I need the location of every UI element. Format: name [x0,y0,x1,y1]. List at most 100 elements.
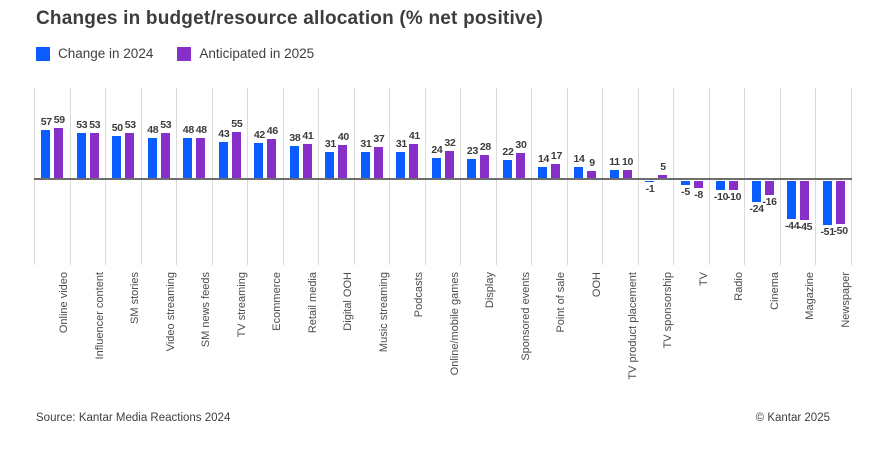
chart-column: 50 53 SM stories [105,88,141,324]
category-label: OOH [591,272,603,298]
value-label: -50 [833,225,848,237]
bar-anticipated-2025 [622,170,632,179]
value-label: 37 [373,133,385,146]
chart-column: 48 48 SM news feeds [176,88,212,347]
chart-column: 42 46 Ecommerce [247,88,283,331]
bar-change-2024 [609,169,619,179]
bar-change-2024 [112,136,122,179]
chart-column: -44 -45 Magazine [779,88,816,320]
category-label: Radio [733,272,746,301]
value-label: -10 [713,190,729,203]
bar-anticipated-2025 [764,181,774,195]
bar-change-2024 [538,166,548,179]
value-label: 17 [550,150,563,163]
category-label: TV [697,272,710,287]
chart-column: 31 37 Music streaming [353,88,390,352]
bar-change-2024 [467,159,477,179]
chart-column: 31 40 Digital OOH [318,88,354,331]
chart-column: 14 17 Point of sale [531,88,567,333]
chart-column: 24 32 Online/mobile games [424,88,461,375]
value-label: 59 [53,114,65,127]
value-label: 42 [253,128,265,141]
bar-anticipated-2025 [302,143,312,179]
legend-item-2024: Change in 2024 [36,46,153,61]
value-label: 53 [160,119,172,132]
zero-axis-line [34,178,852,180]
bar-change-2024 [787,181,797,219]
value-label: 48 [182,123,194,136]
chart-area: 57 59 Online video 53 53 Influencer content 50… [34,88,852,380]
value-label: -1 [645,182,655,195]
bar-anticipated-2025 [409,143,419,179]
value-label: 32 [444,137,456,150]
value-label: 46 [266,125,278,138]
bar-change-2024 [502,160,512,179]
value-label: -10 [726,190,742,203]
bar-anticipated-2025 [586,171,596,179]
bar-anticipated-2025 [231,131,241,179]
chart-column: 31 41 Podcasts [389,88,425,317]
value-label: 55 [231,117,243,130]
bar-anticipated-2025 [196,137,206,179]
category-label: TV sponsorship [662,272,675,349]
bar-change-2024 [325,152,335,179]
value-label: 53 [76,119,88,132]
category-label: Podcasts [413,272,426,318]
value-label: 23 [466,145,478,158]
bar-anticipated-2025 [515,153,525,179]
category-label: Display [484,272,497,309]
chart-column: 22 30 Sponsored events [495,88,532,361]
value-label: 14 [537,152,550,165]
value-label: 40 [337,130,349,143]
chart-column: 38 41 Retail media [282,88,319,333]
value-label: -45 [797,220,813,233]
bar-anticipated-2025 [160,133,170,179]
category-label: Influencer content [93,272,106,360]
value-label: -5 [681,186,690,199]
bar-anticipated-2025 [125,133,135,179]
value-label: 5 [660,160,666,173]
chart-column: 11 10 TV product placement [602,88,639,380]
bar-anticipated-2025 [54,128,64,179]
copyright-note: © Kantar 2025 [755,412,830,424]
value-label: -24 [749,202,764,215]
bar-anticipated-2025 [551,164,561,179]
chart-column: -51 -50 Newspaper [815,88,852,328]
bar-change-2024 [751,181,761,202]
category-label: Newspaper [839,272,852,328]
chart-column: 23 28 Display [460,88,496,308]
chart-column: 43 55 TV streaming [211,88,248,337]
value-label: 28 [479,140,491,153]
value-label: 9 [589,157,595,170]
bar-anticipated-2025 [267,139,277,179]
legend-label-2024: Change in 2024 [58,46,154,61]
value-label: 53 [124,119,136,132]
bar-anticipated-2025 [835,181,845,224]
plot-area: 57 59 Online video 53 53 Influencer content 50… [34,88,852,380]
category-label: Magazine [804,272,817,320]
bar-change-2024 [716,181,726,190]
category-label: Video streaming [164,272,177,352]
category-label: Digital OOH [342,272,355,331]
value-label: 31 [324,138,336,151]
value-label: 48 [195,123,207,136]
category-label: SM stories [129,272,142,324]
bar-change-2024 [41,129,51,179]
legend-item-2025: Anticipated in 2025 [177,46,314,61]
value-label: 41 [408,129,420,142]
category-label: TV streaming [235,272,248,338]
value-label: 38 [289,132,301,145]
category-label: Cinema [768,272,781,310]
bar-change-2024 [396,152,406,179]
value-label: 30 [515,139,527,152]
value-label: 43 [218,128,230,141]
chart-column: 48 53 Video streaming [140,88,177,351]
bar-change-2024 [645,181,655,182]
value-label: -8 [694,188,703,201]
category-label: Online video [58,272,71,334]
category-label: Ecommerce [271,272,284,331]
bar-change-2024 [254,142,264,179]
bar-anticipated-2025 [444,151,454,179]
value-label: 31 [395,138,407,151]
